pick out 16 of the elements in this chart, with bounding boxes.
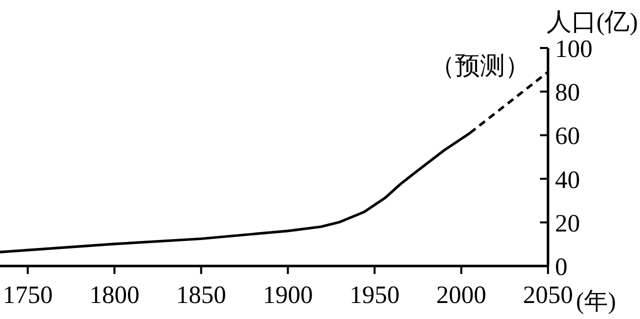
y-tick-label: 0 <box>555 254 568 281</box>
x-tick-label: 2000 <box>436 282 486 309</box>
y-tick-label: 40 <box>555 166 580 194</box>
y-tick-label: 100 <box>555 36 592 63</box>
x-axis-title: (年) <box>576 289 616 315</box>
y-tick-label: 20 <box>555 210 580 238</box>
x-tick-label: 1750 <box>2 282 53 309</box>
x-tick-label: 2050 <box>523 282 573 309</box>
y-tick-label: 80 <box>555 80 580 107</box>
annotation: （预测） <box>430 53 530 80</box>
y-tick-label: 60 <box>555 123 580 150</box>
y-axis-title: 人口(亿) <box>546 9 638 36</box>
x-tick-label: 1950 <box>350 282 400 309</box>
x-tick-label: 1900 <box>262 282 313 309</box>
x-tick-label: 1800 <box>89 282 140 309</box>
x-tick-label: 1850 <box>176 282 226 309</box>
